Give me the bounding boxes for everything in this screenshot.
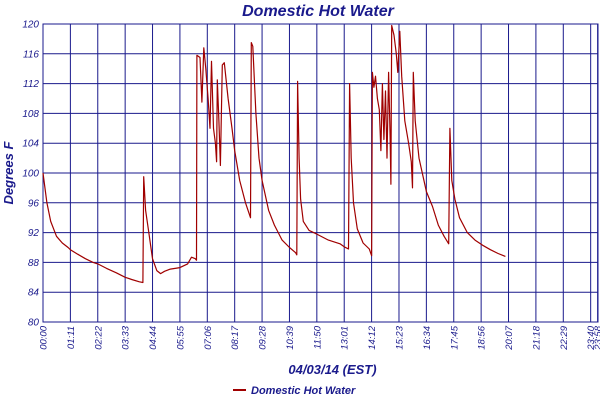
- series-line-domestic-hot-water: [42, 24, 506, 284]
- y-tick-label: 104: [22, 139, 39, 150]
- x-tick-label: 23:58: [593, 325, 600, 350]
- chart-title: Domestic Hot Water: [242, 3, 395, 20]
- x-tick-label: 09:28: [258, 325, 269, 349]
- legend-label: Domestic Hot Water: [251, 385, 356, 397]
- x-tick-label: 04:44: [148, 326, 159, 350]
- y-tick-label: 96: [28, 198, 40, 209]
- y-tick-label: 84: [28, 288, 40, 299]
- x-tick-label: 21:18: [531, 325, 542, 350]
- x-axis-ticks: 00:00 01:11 02:22 03:33 04:44 05:55 07:06 08:17…: [39, 325, 600, 350]
- x-tick-label: 00:00: [39, 325, 50, 349]
- x-tick-label: 02:22: [93, 325, 104, 349]
- y-tick-label: 116: [23, 49, 39, 60]
- legend: Domestic Hot Water: [233, 385, 356, 397]
- x-tick-label: 11:50: [312, 325, 323, 349]
- y-axis-ticks: 80 84 88 92 96 100 104 108 112 116 120: [22, 20, 39, 329]
- x-tick-label: 13:01: [340, 326, 351, 350]
- x-tick-label: 17:45: [449, 325, 460, 349]
- y-tick-label: 112: [23, 79, 39, 90]
- y-tick-label: 80: [28, 318, 40, 329]
- x-tick-label: 14:12: [367, 325, 378, 349]
- y-tick-label: 92: [28, 228, 40, 239]
- x-tick-label: 20:07: [504, 325, 515, 350]
- x-tick-label: 23:40: [586, 325, 597, 350]
- x-tick-label: 15:23: [394, 325, 405, 349]
- y-tick-label: 108: [22, 109, 39, 120]
- x-tick-label: 22:29: [559, 325, 570, 350]
- x-tick-label: 01:11: [66, 326, 77, 349]
- y-tick-label: 88: [28, 258, 40, 269]
- x-tick-label: 10:39: [285, 325, 296, 349]
- series-group: [42, 24, 506, 284]
- x-tick-label: 18:56: [477, 325, 488, 349]
- x-tick-label: 16:34: [422, 326, 433, 350]
- x-tick-label: 03:33: [121, 325, 132, 349]
- x-axis-label: 04/03/14 (EST): [288, 362, 376, 377]
- y-tick-label: 100: [22, 169, 39, 180]
- y-tick-label: 120: [22, 20, 39, 31]
- x-tick-label: 08:17: [230, 325, 241, 349]
- x-tick-label: 07:06: [203, 325, 214, 349]
- y-axis-label: Degrees F: [1, 141, 16, 205]
- x-tick-label: 05:55: [175, 325, 186, 349]
